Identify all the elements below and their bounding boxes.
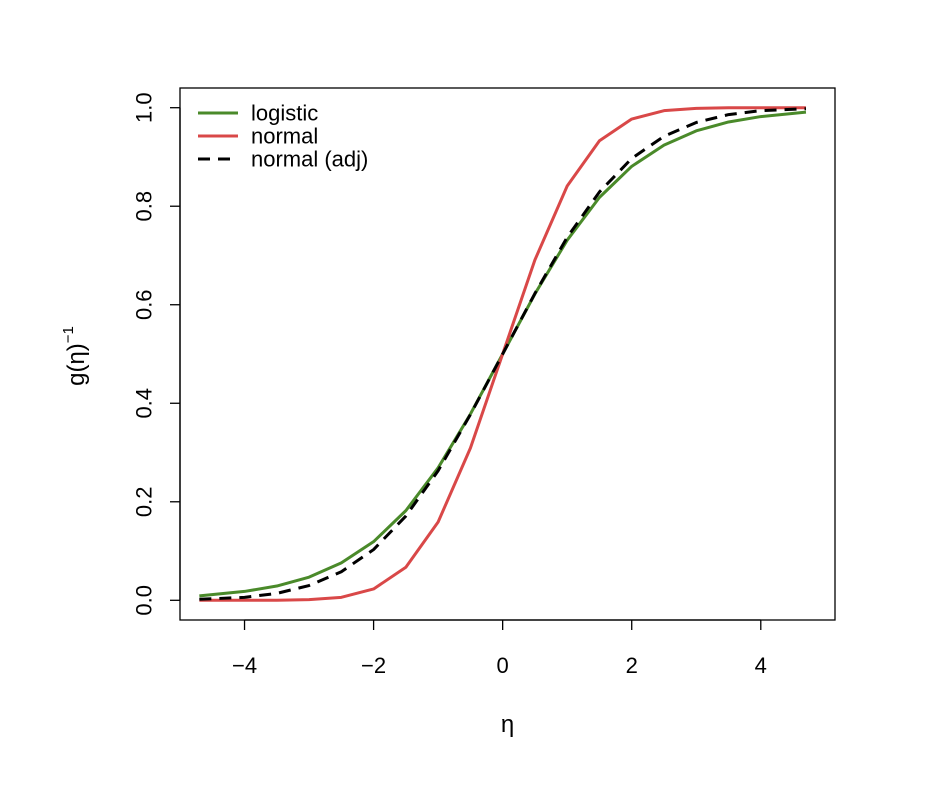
y-tick-label: 0.0	[132, 585, 157, 616]
y-tick-label: 0.6	[132, 289, 157, 320]
legend-label-1: normal	[251, 124, 318, 149]
y-tick-label: 1.0	[132, 92, 157, 123]
x-axis: −4 −2 0 2 4	[232, 619, 767, 678]
x-tick-label: −4	[232, 653, 257, 678]
y-axis: 0.0 0.2 0.4 0.6 0.8 1.0	[132, 92, 181, 616]
x-tick-label: 4	[755, 653, 767, 678]
series-layer	[199, 106, 807, 602]
y-axis-title-superscript: −1	[60, 326, 77, 343]
svg-text:g(η)−1: g(η)−1	[60, 326, 90, 386]
y-axis-title: g(η)−1	[60, 326, 90, 386]
legend-label-2: normal (adj)	[251, 147, 368, 172]
y-tick-label: 0.4	[132, 388, 157, 419]
x-axis-title: η	[501, 711, 514, 738]
y-axis-title-text: g(η)	[63, 343, 90, 386]
x-tick-label: 2	[626, 653, 638, 678]
x-tick-label: 0	[497, 653, 509, 678]
x-tick-label: −2	[361, 653, 386, 678]
legend-label-0: logistic	[251, 101, 318, 126]
y-tick-label: 0.8	[132, 191, 157, 222]
series-line-2	[199, 107, 807, 601]
y-tick-label: 0.2	[132, 486, 157, 517]
